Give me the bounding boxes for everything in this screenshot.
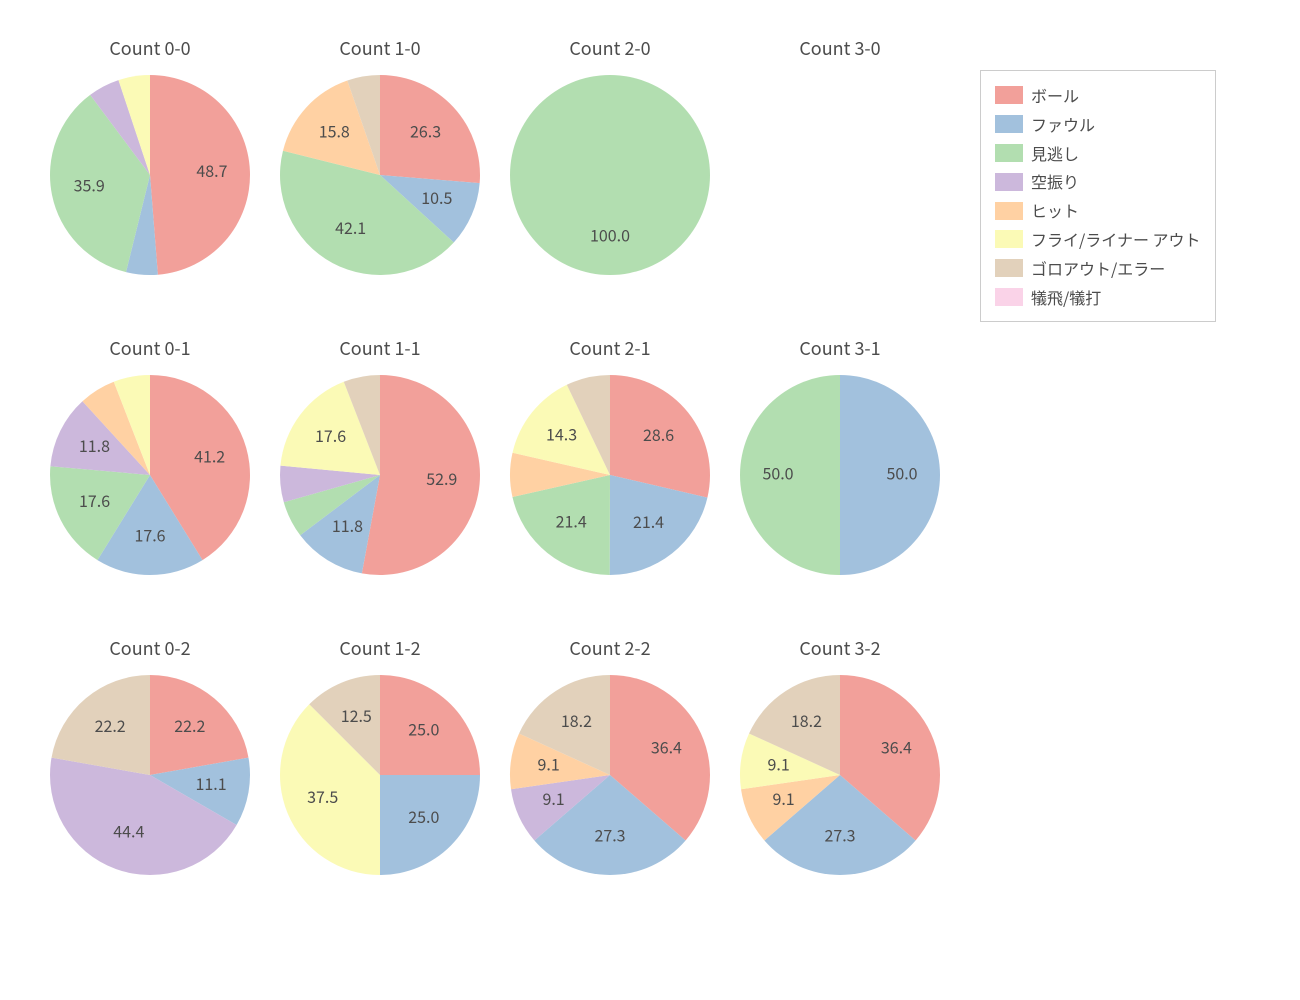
slice-label: 9.1 [772, 786, 794, 810]
legend: ボールファウル見逃し空振りヒットフライ/ライナー アウトゴロアウト/エラー犠飛/… [980, 70, 1216, 322]
slice-label: 35.9 [74, 173, 105, 197]
legend-item: ファウル [995, 110, 1201, 139]
slice-label: 11.1 [196, 771, 227, 795]
slice-label: 9.1 [768, 752, 790, 776]
pie-chart: 100.0 [470, 55, 750, 295]
legend-label: 空振り [1031, 167, 1079, 196]
slice-label: 48.7 [196, 158, 227, 182]
legend-swatch [995, 144, 1023, 162]
slice-label: 18.2 [791, 708, 822, 732]
slice-label: 42.1 [335, 215, 366, 239]
slice-label: 14.3 [546, 422, 577, 446]
slice-label: 100.0 [590, 222, 630, 246]
slice-label: 36.4 [651, 735, 682, 759]
chart-title: Count 3-0 [730, 35, 950, 61]
slice-label: 44.4 [113, 819, 144, 843]
legend-label: フライ/ライナー アウト [1031, 225, 1201, 254]
legend-swatch [995, 230, 1023, 248]
legend-swatch [995, 86, 1023, 104]
slice-label: 21.4 [556, 509, 587, 533]
slice-label: 41.2 [194, 443, 225, 467]
legend-label: ゴロアウト/エラー [1031, 254, 1165, 283]
slice-label: 50.0 [762, 460, 793, 484]
slice-label: 12.5 [341, 703, 372, 727]
legend-label: ボール [1031, 81, 1079, 110]
legend-label: 犠飛/犠打 [1031, 283, 1101, 312]
legend-swatch [995, 173, 1023, 191]
legend-item: ヒット [995, 196, 1201, 225]
legend-swatch [995, 115, 1023, 133]
legend-swatch [995, 288, 1023, 306]
legend-swatch [995, 202, 1023, 220]
legend-item: 犠飛/犠打 [995, 283, 1201, 312]
slice-label: 26.3 [410, 118, 441, 142]
chart-grid: Count 0-048.735.9Count 1-026.310.542.115… [0, 0, 1300, 1000]
slice-label: 9.1 [542, 786, 564, 810]
legend-label: ヒット [1031, 196, 1079, 225]
slice-label: 52.9 [426, 466, 457, 490]
slice-label: 22.2 [174, 713, 205, 737]
slice-label: 17.6 [315, 423, 346, 447]
legend-item: フライ/ライナー アウト [995, 225, 1201, 254]
legend-swatch [995, 259, 1023, 277]
legend-item: ゴロアウト/エラー [995, 254, 1201, 283]
legend-item: 空振り [995, 167, 1201, 196]
slice-label: 27.3 [824, 822, 855, 846]
slice-label: 25.0 [408, 717, 439, 741]
slice-label: 15.8 [319, 118, 350, 142]
slice-label: 17.6 [79, 488, 110, 512]
slice-label: 50.0 [886, 460, 917, 484]
slice-label: 11.8 [332, 513, 363, 537]
legend-label: 見逃し [1031, 139, 1079, 168]
legend-item: 見逃し [995, 139, 1201, 168]
slice-label: 10.5 [421, 185, 452, 209]
slice-label: 21.4 [633, 509, 664, 533]
pie-chart: 50.0 50.0 [700, 355, 980, 595]
slice-label: 36.4 [881, 735, 912, 759]
slice-label: 27.3 [594, 822, 625, 846]
slice-label: 25.0 [408, 804, 439, 828]
slice-label: 17.6 [134, 522, 165, 546]
slice-label: 28.6 [643, 422, 674, 446]
slice-label: 18.2 [561, 708, 592, 732]
slice-label: 22.2 [95, 713, 126, 737]
slice-label: 37.5 [307, 784, 338, 808]
legend-item: ボール [995, 81, 1201, 110]
slice-label: 9.1 [538, 752, 560, 776]
pie-chart: 36.427.39.19.118.2 [700, 655, 980, 895]
slice-label: 11.8 [79, 433, 110, 457]
legend-label: ファウル [1031, 110, 1095, 139]
